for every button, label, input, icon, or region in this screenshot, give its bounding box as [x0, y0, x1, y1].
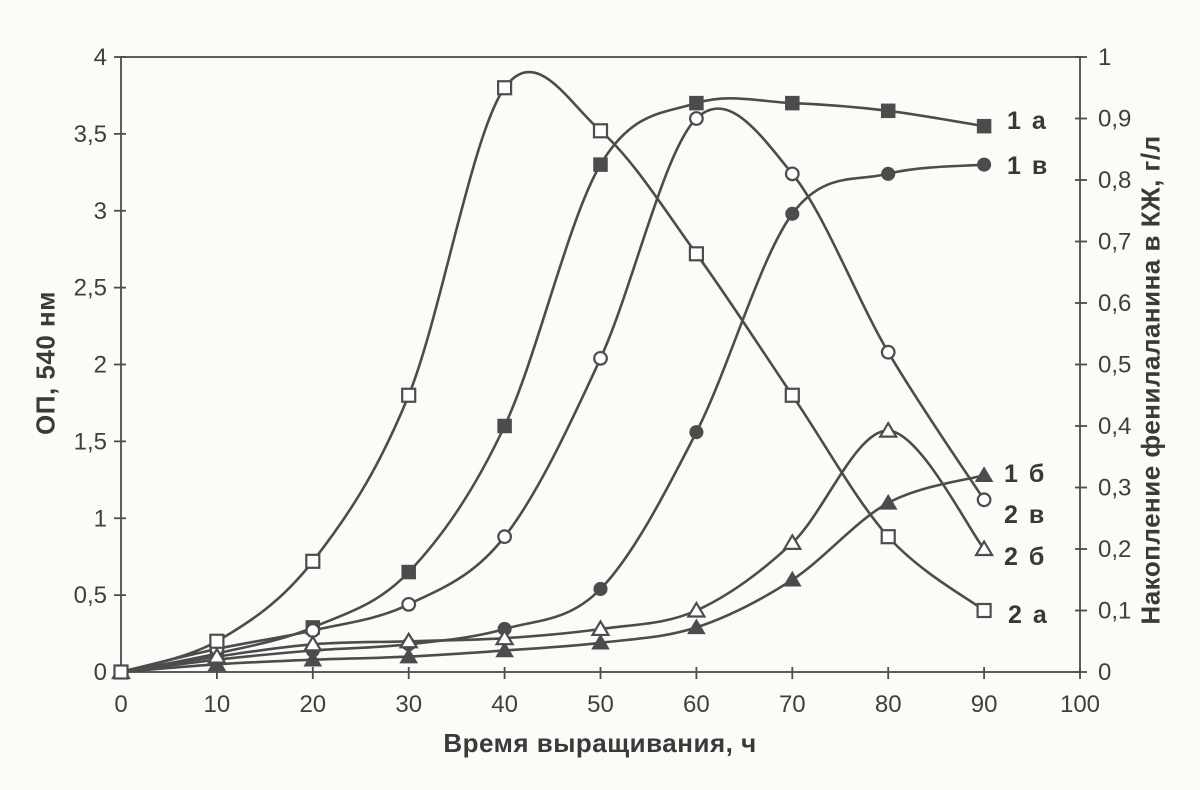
series-label-1а: 1 а: [1007, 107, 1048, 135]
data-point-1б: [974, 466, 994, 482]
y-left-tick-label: 2: [94, 352, 107, 379]
data-point-2в: [976, 492, 992, 508]
x-tick-label: 50: [587, 691, 614, 718]
data-point-1а: [497, 418, 512, 434]
data-point-1б: [303, 650, 323, 667]
x-tick-label: 60: [683, 691, 710, 718]
series-curve-2б: [119, 429, 986, 674]
data-point-1а: [976, 118, 992, 134]
data-point-2в: [593, 350, 608, 366]
series-curve-2а: [119, 70, 986, 674]
data-point-2б: [590, 619, 611, 637]
data-point-1в: [593, 581, 608, 597]
data-point-2а: [976, 602, 992, 619]
data-point-1б: [687, 618, 706, 635]
data-point-1б: [782, 570, 802, 587]
y-right-tick-label: 0,7: [1098, 229, 1131, 256]
data-point-1а: [785, 95, 800, 111]
series-curve-1а: [119, 97, 986, 674]
y-right-tick-label: 0,8: [1098, 167, 1131, 194]
data-point-2б: [878, 420, 899, 438]
series-curve-1в: [119, 163, 986, 674]
x-tick-label: 70: [779, 691, 806, 718]
data-point-2б: [302, 634, 323, 652]
data-point-2а: [784, 387, 800, 403]
y-left-tick-label: 3,5: [74, 121, 107, 148]
y-right-tick-label: 0,1: [1098, 598, 1131, 625]
x-tick-label: 100: [1060, 691, 1100, 718]
y-right-tick-label: 0,6: [1098, 290, 1131, 317]
data-point-2б: [686, 600, 707, 618]
data-point-1а: [401, 564, 416, 580]
data-point-2в: [689, 111, 704, 126]
y-right-tick-label: 0,4: [1098, 413, 1131, 440]
y-right-tick-label: 0,3: [1098, 475, 1131, 502]
x-tick-label: 10: [204, 691, 231, 718]
data-point-2б: [494, 628, 515, 646]
data-point-1б: [495, 641, 514, 658]
x-tick-label: 30: [395, 691, 422, 718]
data-point-1в: [689, 425, 704, 440]
y-right-tick-label: 0,5: [1098, 352, 1131, 379]
data-point-2а: [497, 80, 513, 96]
y-left-axis-title: ОП, 540 нм: [30, 291, 61, 435]
y-left-tick-label: 1,5: [74, 428, 107, 455]
data-point-2в: [784, 166, 800, 182]
data-point-2в: [497, 529, 513, 545]
data-point-2б: [782, 533, 803, 550]
data-point-1б: [878, 493, 898, 510]
x-tick-label: 0: [114, 691, 127, 718]
series-label-2б: 2 б: [1004, 543, 1046, 571]
data-point-2б: [206, 646, 227, 664]
data-point-2а: [592, 123, 609, 139]
data-point-1а: [593, 157, 608, 172]
data-point-2а: [688, 246, 705, 262]
y-right-tick-label: 0,9: [1098, 106, 1131, 133]
data-point-2в: [880, 344, 896, 360]
data-point-2а: [401, 387, 417, 403]
y-right-tick-label: 0,2: [1098, 536, 1131, 563]
series-curve-2в: [119, 107, 986, 674]
series-label-1б: 1 б: [1004, 460, 1046, 488]
data-point-1в: [881, 166, 896, 181]
data-point-1в: [977, 157, 992, 172]
x-tick-label: 80: [875, 691, 902, 718]
series-label-1в: 1 в: [1007, 152, 1049, 180]
y-right-axis-title: Накопление фенилаланина в КЖ, г/л: [1135, 135, 1166, 625]
data-point-2б: [398, 631, 419, 649]
y-left-tick-label: 2,5: [74, 275, 107, 302]
series-label-2в: 2 в: [1004, 501, 1046, 529]
y-left-tick-label: 1: [94, 505, 107, 532]
data-point-1а: [880, 103, 896, 119]
data-point-1б: [399, 647, 419, 664]
data-point-1б: [591, 633, 610, 650]
y-right-tick-label: 1: [1098, 44, 1111, 71]
series-label-2а: 2 а: [1008, 601, 1049, 629]
x-tick-label: 20: [299, 691, 326, 718]
y-right-tick-label: 0: [1098, 659, 1111, 686]
y-left-tick-label: 4: [94, 44, 107, 71]
data-point-2а: [113, 664, 129, 680]
data-point-1в: [785, 206, 800, 221]
y-left-tick-label: 0,5: [74, 582, 107, 609]
data-point-1а: [689, 95, 704, 111]
x-tick-label: 90: [971, 691, 998, 718]
data-point-2а: [305, 553, 321, 569]
y-left-tick-label: 3: [94, 198, 107, 225]
x-tick-label: 40: [491, 691, 518, 718]
data-point-2а: [209, 633, 225, 649]
y-left-tick-label: 0: [94, 659, 107, 686]
x-axis-title: Время выращивания, ч: [443, 728, 757, 758]
series-curve-1б: [119, 473, 986, 674]
data-point-2б: [974, 539, 995, 557]
data-point-2в: [401, 596, 417, 612]
data-point-2а: [880, 529, 896, 545]
